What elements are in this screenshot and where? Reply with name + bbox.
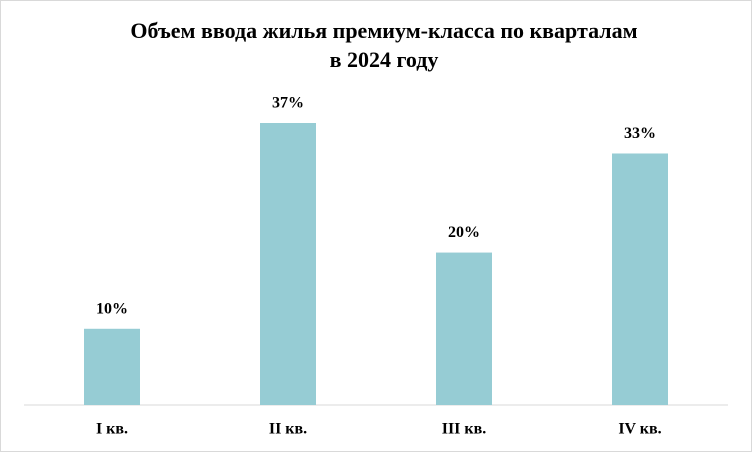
x-tick-label: II кв.	[269, 421, 307, 438]
value-label: 37%	[272, 95, 304, 112]
x-tick-label: I кв.	[96, 421, 128, 438]
bar	[436, 252, 492, 405]
value-label: 20%	[448, 224, 480, 241]
bar	[612, 153, 668, 405]
x-tick-label: IV кв.	[618, 421, 661, 438]
bar	[260, 123, 316, 405]
x-tick-label: III кв.	[442, 421, 487, 438]
value-label: 33%	[624, 125, 656, 142]
chart-title: в 2024 году	[330, 47, 439, 72]
bar	[84, 328, 140, 405]
chart-title: Объем ввода жилья премиум-класса по квар…	[130, 18, 637, 43]
value-label: 10%	[96, 300, 128, 317]
